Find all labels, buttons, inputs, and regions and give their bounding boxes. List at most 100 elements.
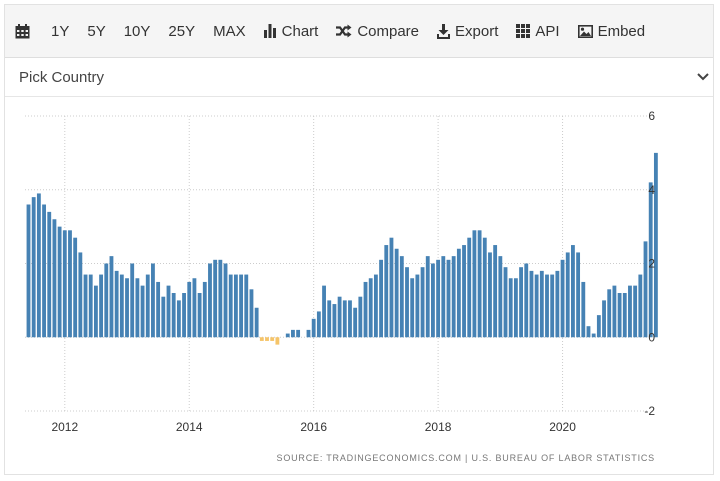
bar[interactable] <box>373 274 378 338</box>
bar[interactable] <box>223 263 228 338</box>
bar[interactable] <box>384 245 389 338</box>
bar[interactable] <box>368 278 373 338</box>
bar[interactable] <box>161 296 166 338</box>
bar[interactable] <box>83 274 88 338</box>
bar[interactable] <box>99 274 104 338</box>
bar[interactable] <box>62 230 67 338</box>
bar[interactable] <box>254 307 259 338</box>
range-25y-button[interactable]: 25Y <box>168 22 196 40</box>
bar[interactable] <box>68 230 72 338</box>
bar[interactable] <box>586 326 591 338</box>
bar[interactable] <box>477 230 482 338</box>
bar[interactable] <box>197 293 202 338</box>
bar[interactable] <box>332 304 337 338</box>
bar[interactable] <box>399 256 404 338</box>
bar[interactable] <box>524 263 529 338</box>
bar[interactable] <box>462 245 466 338</box>
bar[interactable] <box>596 315 601 338</box>
bar[interactable] <box>249 289 254 338</box>
bar[interactable] <box>119 274 124 338</box>
bar[interactable] <box>36 193 41 338</box>
bar[interactable] <box>539 270 544 338</box>
bar[interactable] <box>648 182 653 338</box>
bar[interactable] <box>42 204 46 338</box>
bar[interactable] <box>316 311 321 338</box>
bar[interactable] <box>306 329 311 338</box>
bar[interactable] <box>88 274 93 338</box>
bar[interactable] <box>431 263 435 338</box>
bar[interactable] <box>602 300 606 338</box>
bar[interactable] <box>405 267 409 338</box>
bar[interactable] <box>394 248 399 338</box>
bar[interactable] <box>560 259 565 338</box>
bar[interactable] <box>482 237 487 338</box>
bar[interactable] <box>488 252 492 338</box>
bar[interactable] <box>31 197 36 338</box>
range-5y-button[interactable]: 5Y <box>87 22 106 40</box>
bar[interactable] <box>441 256 446 338</box>
bar[interactable] <box>420 267 425 338</box>
bar[interactable] <box>259 337 264 341</box>
bar[interactable] <box>493 245 498 338</box>
bar[interactable] <box>638 274 643 338</box>
chart-type-button[interactable]: Chart <box>255 5 328 57</box>
bar[interactable] <box>26 204 31 338</box>
bar[interactable] <box>456 248 461 338</box>
bar[interactable] <box>519 267 523 338</box>
bar[interactable] <box>571 245 575 338</box>
bar[interactable] <box>472 230 477 338</box>
calendar-icon[interactable] <box>5 5 42 57</box>
bar[interactable] <box>166 285 171 338</box>
range-10y-button[interactable]: 10Y <box>123 22 151 40</box>
bar[interactable] <box>363 281 368 338</box>
bar[interactable] <box>322 285 326 338</box>
bar[interactable] <box>612 285 617 338</box>
bar[interactable] <box>311 318 316 338</box>
api-button[interactable]: API <box>507 5 568 57</box>
bar[interactable] <box>342 300 347 338</box>
bar[interactable] <box>348 300 352 338</box>
bar[interactable] <box>275 337 280 345</box>
bar[interactable] <box>233 274 238 338</box>
bar[interactable] <box>296 329 301 338</box>
bar[interactable] <box>109 256 114 338</box>
bar[interactable] <box>410 278 415 338</box>
export-button[interactable]: Export <box>428 5 507 57</box>
bar[interactable] <box>93 285 98 338</box>
bar[interactable] <box>265 337 269 341</box>
bar[interactable] <box>218 259 223 338</box>
bar[interactable] <box>187 281 192 338</box>
bar[interactable] <box>653 152 658 338</box>
bar[interactable] <box>213 259 218 338</box>
bar[interactable] <box>617 293 622 338</box>
bar[interactable] <box>140 285 145 338</box>
compare-button[interactable]: Compare <box>327 5 428 57</box>
bar[interactable] <box>202 281 207 338</box>
bar[interactable] <box>446 259 451 338</box>
range-max-button[interactable]: MAX <box>213 22 246 40</box>
bar[interactable] <box>239 274 244 338</box>
bar[interactable] <box>285 333 290 338</box>
bar[interactable] <box>379 259 383 338</box>
bar[interactable] <box>270 337 275 341</box>
bar[interactable] <box>622 293 627 338</box>
country-select[interactable]: Pick Country <box>5 58 713 97</box>
bar[interactable] <box>291 329 295 338</box>
bar[interactable] <box>565 252 570 338</box>
bar[interactable] <box>576 252 581 338</box>
bar[interactable] <box>151 263 155 338</box>
bar[interactable] <box>353 307 358 338</box>
bar[interactable] <box>643 241 648 338</box>
bar[interactable] <box>145 274 150 338</box>
bar[interactable] <box>503 267 508 338</box>
bar[interactable] <box>534 274 539 338</box>
bar[interactable] <box>451 256 456 338</box>
bar[interactable] <box>176 300 181 338</box>
bar[interactable] <box>628 285 632 338</box>
bar[interactable] <box>125 278 129 338</box>
bar[interactable] <box>529 270 534 338</box>
bar[interactable] <box>156 281 161 338</box>
bar[interactable] <box>171 293 176 338</box>
bar[interactable] <box>436 259 441 338</box>
bar[interactable] <box>78 252 83 338</box>
